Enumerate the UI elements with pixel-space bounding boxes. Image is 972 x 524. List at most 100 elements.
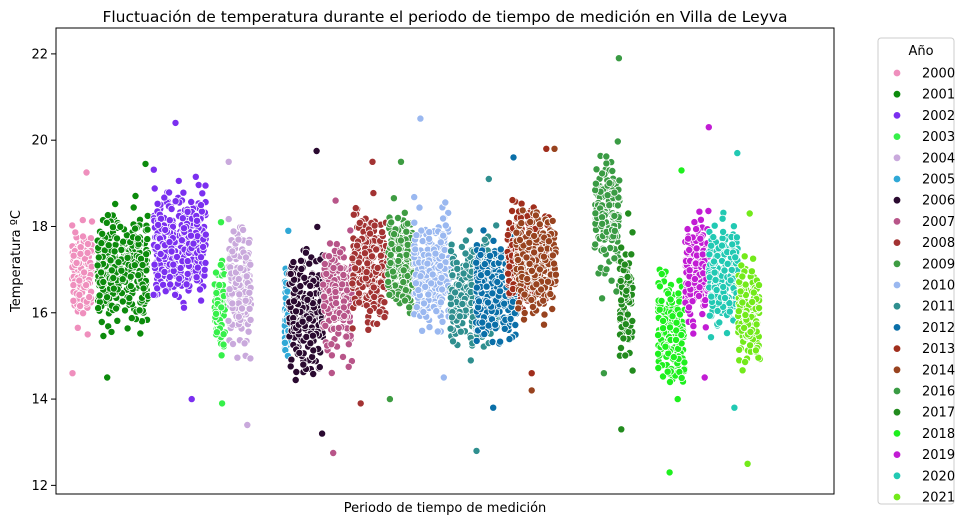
data-point [68, 369, 77, 378]
data-point [355, 218, 364, 227]
data-point [610, 211, 619, 220]
data-point [410, 218, 419, 227]
legend-marker [892, 89, 902, 99]
data-point [344, 362, 353, 371]
data-point [684, 279, 693, 288]
data-point [153, 199, 162, 208]
data-point [729, 222, 738, 231]
data-point [726, 276, 735, 285]
data-point [114, 258, 123, 267]
data-point [436, 298, 445, 307]
data-point [627, 250, 636, 259]
data-point [169, 260, 178, 269]
data-point [111, 199, 120, 208]
legend-label: 2021 [922, 491, 955, 506]
data-point [539, 252, 548, 261]
data-point [142, 250, 151, 259]
data-point [355, 298, 364, 307]
data-point [482, 282, 491, 291]
data-point [139, 284, 148, 293]
data-point [500, 324, 509, 333]
data-point [339, 270, 348, 279]
data-point [196, 253, 205, 262]
data-point [610, 254, 619, 263]
data-point [94, 304, 103, 313]
data-point [384, 277, 393, 286]
data-point [309, 369, 318, 378]
data-point [338, 352, 347, 361]
data-point [69, 251, 78, 260]
data-point [390, 230, 399, 239]
data-point [224, 316, 233, 325]
data-point [598, 213, 607, 222]
data-point [297, 264, 306, 273]
data-point [171, 290, 180, 299]
data-point [749, 254, 758, 263]
data-point [138, 260, 147, 269]
data-point [312, 146, 321, 155]
data-point [342, 332, 351, 341]
data-point [690, 274, 699, 283]
series-2003 [210, 218, 229, 408]
data-point [367, 252, 376, 261]
legend-marker [892, 386, 902, 396]
data-point [423, 259, 432, 268]
data-point [448, 271, 457, 280]
data-point [705, 250, 714, 259]
data-point [324, 252, 333, 261]
data-point [346, 226, 355, 235]
data-point [535, 220, 544, 229]
data-point [71, 228, 80, 237]
data-point [166, 280, 175, 289]
data-point [286, 362, 295, 371]
y-tick-label: 18 [31, 220, 48, 235]
data-point [83, 239, 92, 248]
legend-label: 2016 [922, 385, 955, 400]
data-point [425, 323, 434, 332]
data-point [385, 290, 394, 299]
data-point [73, 323, 82, 332]
data-point [351, 204, 360, 213]
data-point [348, 254, 357, 263]
data-point [295, 348, 304, 357]
data-point [246, 315, 255, 324]
data-point [522, 253, 531, 262]
data-point [244, 327, 253, 336]
data-point [340, 311, 349, 320]
data-point [472, 283, 481, 292]
data-point [123, 253, 132, 262]
data-point [489, 236, 498, 245]
data-point [76, 301, 85, 310]
legend-label: 2004 [922, 151, 955, 166]
data-point [592, 165, 601, 174]
data-point [394, 245, 403, 254]
data-point [608, 166, 617, 175]
data-point [291, 375, 300, 384]
data-point [548, 251, 557, 260]
data-point [415, 203, 424, 212]
data-point [327, 351, 336, 360]
data-point [476, 250, 485, 259]
data-point [492, 221, 501, 230]
data-point [216, 218, 225, 227]
data-point [591, 240, 600, 249]
data-point [318, 429, 327, 438]
data-point [672, 318, 681, 327]
data-point [523, 274, 532, 283]
data-point [236, 264, 245, 273]
data-point [201, 181, 210, 190]
data-point [201, 230, 210, 239]
data-point [322, 269, 331, 278]
data-point [141, 159, 150, 168]
legend-label: 2003 [922, 130, 955, 145]
data-point [674, 289, 683, 298]
data-point [93, 261, 102, 270]
legend-label: 2007 [922, 215, 955, 230]
data-point [723, 329, 732, 338]
data-point [503, 230, 512, 239]
data-point [112, 304, 121, 313]
y-tick-label: 14 [31, 393, 48, 408]
legend-label: 2009 [922, 257, 955, 272]
data-point [736, 287, 745, 296]
data-point [245, 304, 254, 313]
